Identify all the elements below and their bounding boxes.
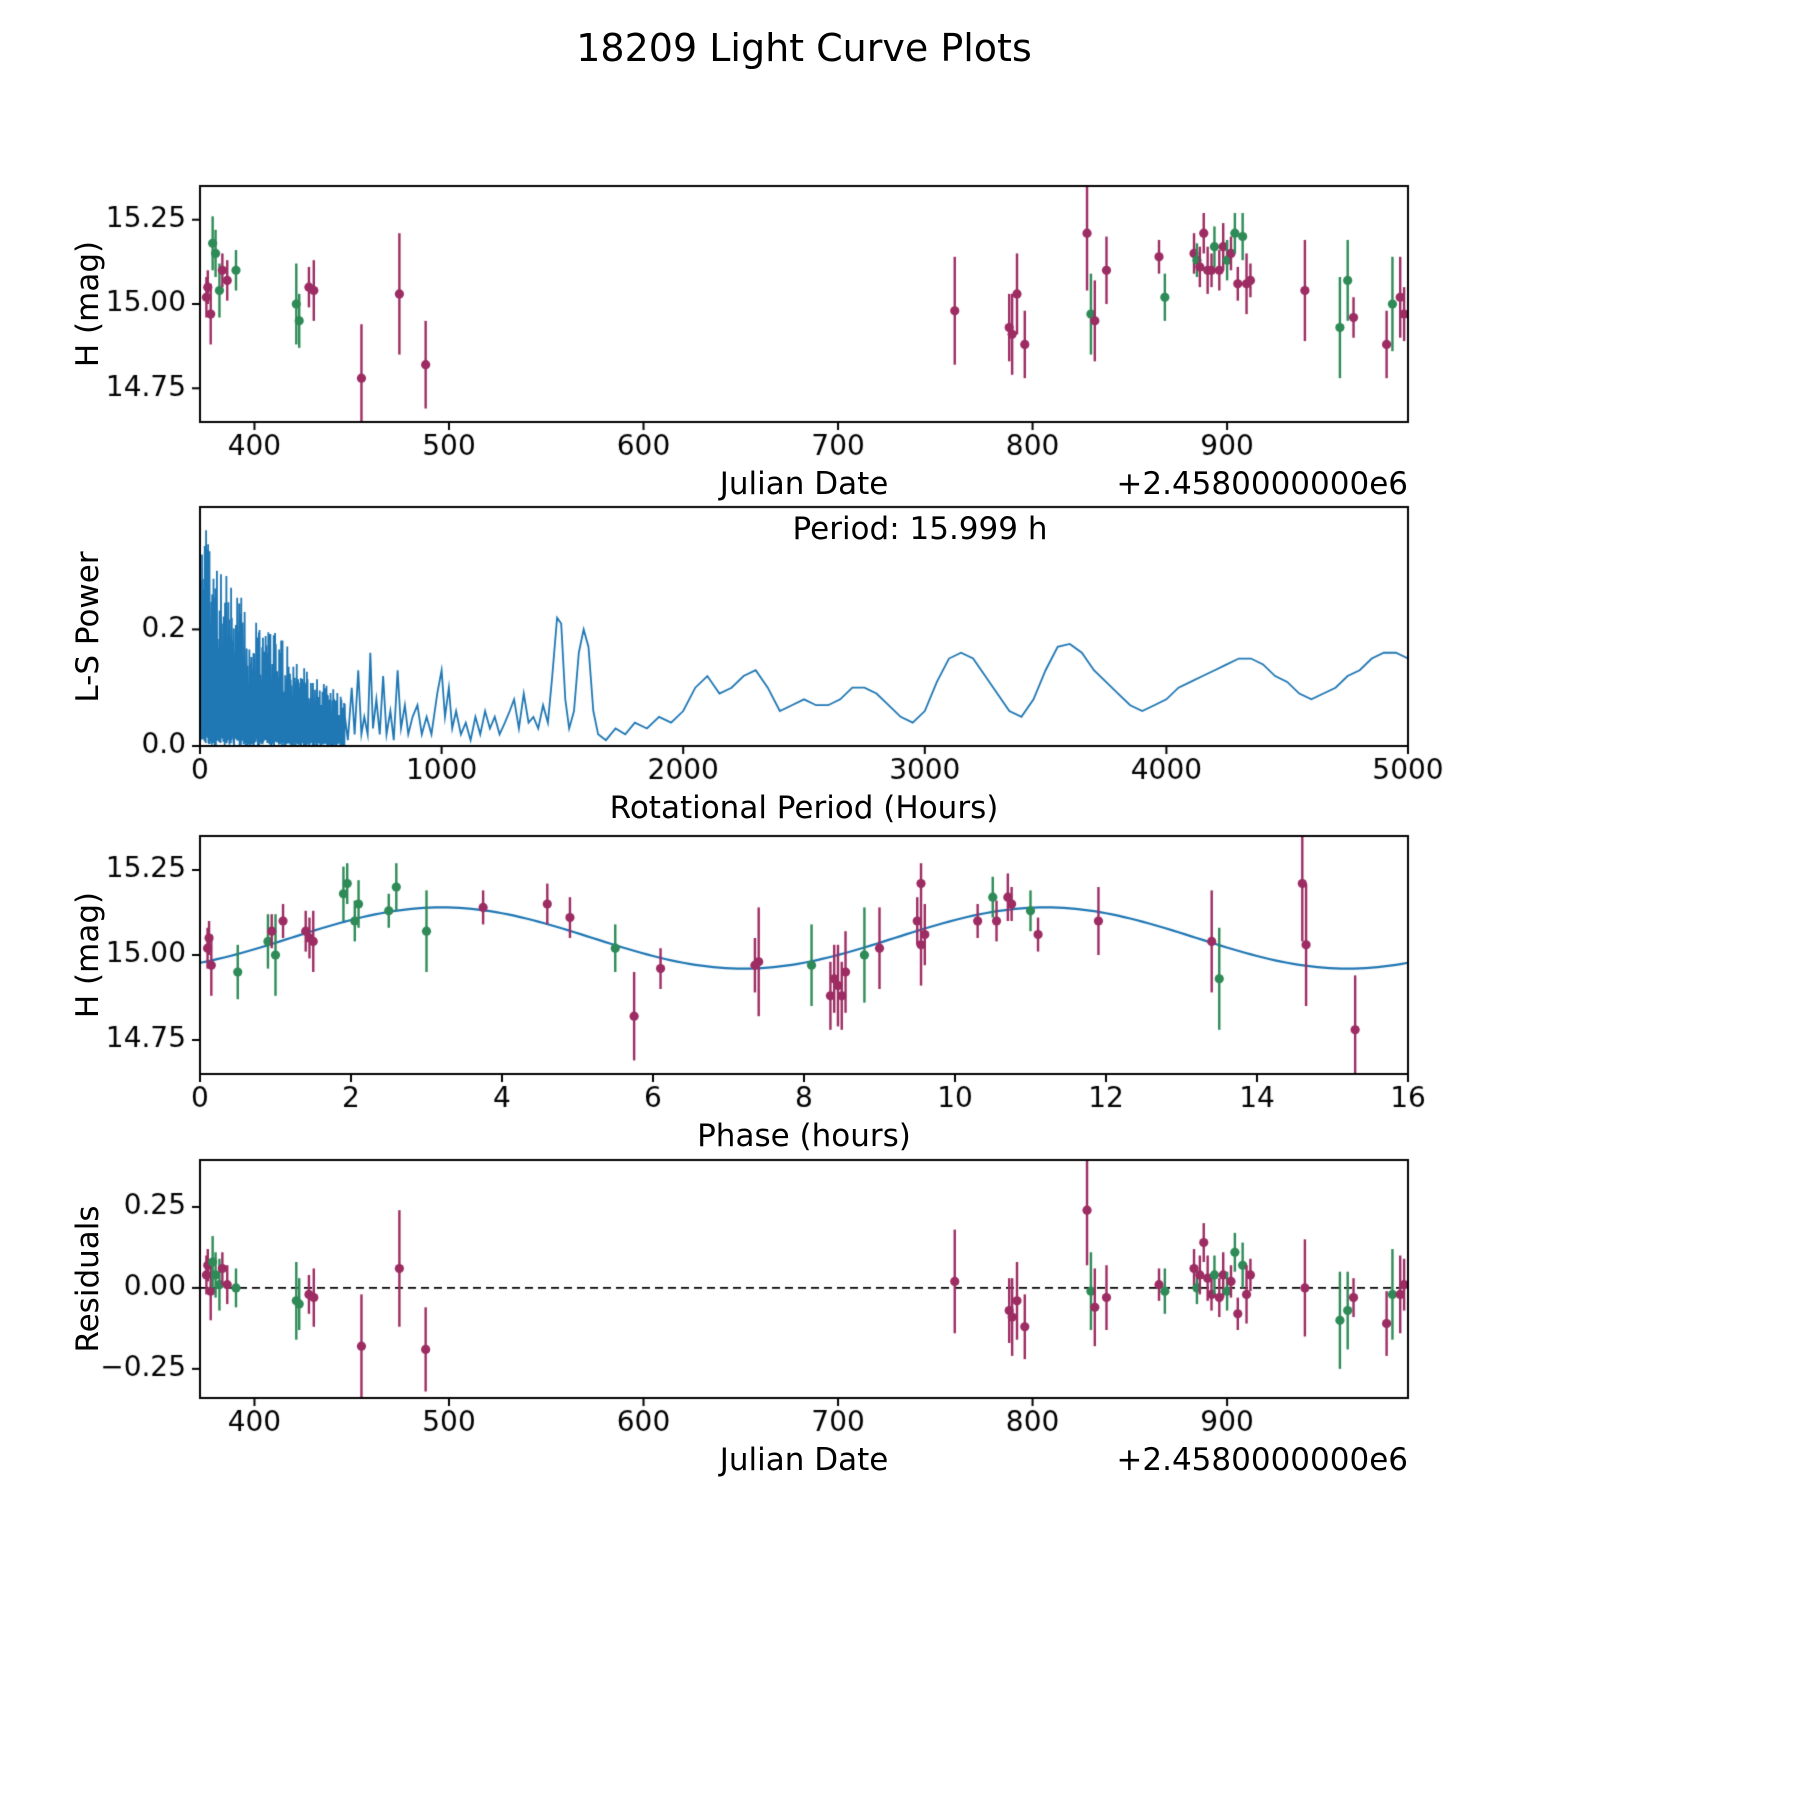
subplot3-x-axis-label: Phase (hours) xyxy=(697,1118,911,1154)
subplot1-y-axis-label: H (mag) xyxy=(70,240,106,368)
subplot4-y-axis-label: Residuals xyxy=(70,1205,106,1353)
period-annotation: Period: 15.999 h xyxy=(792,511,1048,547)
subplot2-y-axis-label: L-S Power xyxy=(70,551,106,703)
subplot2-x-axis-label: Rotational Period (Hours) xyxy=(609,790,999,826)
subplot4-x-axis-label: Julian Date xyxy=(719,1442,889,1478)
subplot4-x-offset-label: +2.4580000000e6 xyxy=(1116,1442,1408,1478)
subplot1-x-offset-label: +2.4580000000e6 xyxy=(1116,466,1408,502)
figure-title: 18209 Light Curve Plots xyxy=(576,26,1032,70)
subplot3-y-axis-label: H (mag) xyxy=(70,891,106,1019)
subplot1-x-axis-label: Julian Date xyxy=(719,466,889,502)
